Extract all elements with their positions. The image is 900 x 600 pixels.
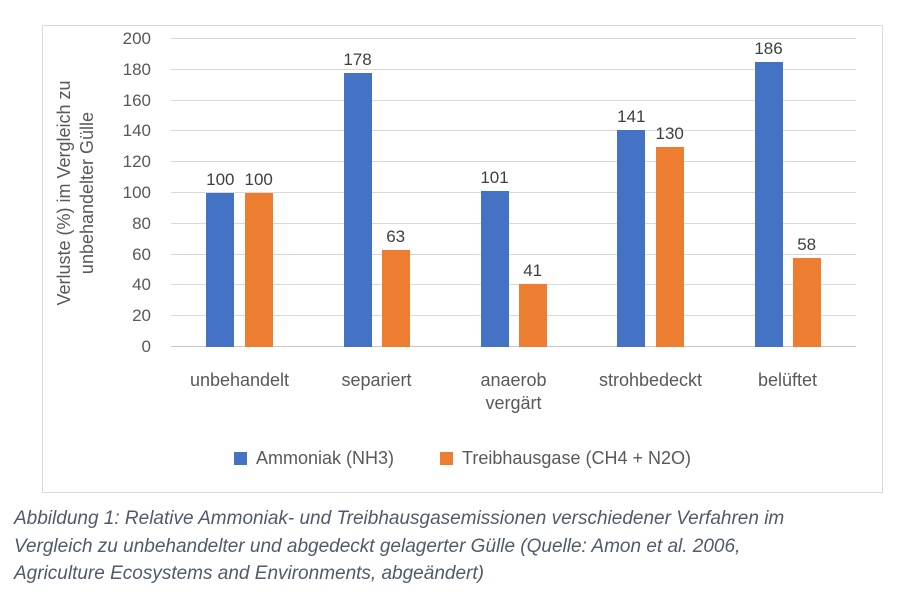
legend-label: Ammoniak (NH3) bbox=[256, 448, 395, 468]
gridline bbox=[171, 315, 856, 317]
gridline bbox=[171, 253, 856, 255]
x-axis-line bbox=[171, 346, 856, 347]
legend: Ammoniak (NH3) Treibhausgase (CH4 + N2O) bbox=[43, 448, 882, 469]
chart-frame: Verluste (%) im Vergleich zu unbehandelt… bbox=[42, 25, 883, 493]
x-category-label: unbehandelt bbox=[189, 370, 290, 390]
bar-unit: 101 bbox=[480, 39, 509, 347]
bar-unit: 141 bbox=[617, 39, 646, 347]
bar-group-belüftet: 186 58 bbox=[719, 39, 856, 347]
legend-swatch-icon bbox=[234, 452, 248, 465]
bar-value-label: 100 bbox=[244, 170, 273, 189]
x-category-label: anaerob vergärt bbox=[480, 370, 547, 414]
bar-unit: 41 bbox=[518, 39, 547, 347]
bar-Ammoniak-(NH3) bbox=[754, 62, 783, 347]
plot-area: 100 100 178 63 101 41 141 130 186 58 bbox=[171, 38, 856, 347]
bar-unit: 100 bbox=[206, 39, 235, 347]
gridline bbox=[171, 161, 856, 163]
bar-value-label: 186 bbox=[754, 39, 783, 58]
y-axis-ticks: 0 20 40 60 80 100 120 140 160 180 200 bbox=[43, 29, 159, 356]
y-tick-label: 160 bbox=[122, 90, 151, 110]
gridline bbox=[171, 130, 856, 132]
bar-value-label: 100 bbox=[206, 170, 235, 189]
bar-groups: 100 100 178 63 101 41 141 130 186 58 bbox=[171, 39, 856, 347]
bar-unit: 63 bbox=[381, 39, 410, 347]
gridline bbox=[171, 68, 856, 70]
bar-Ammoniak-(NH3) bbox=[206, 193, 235, 347]
bar-Ammoniak-(NH3) bbox=[617, 129, 646, 347]
bar-unit: 130 bbox=[656, 39, 684, 347]
y-tick-label: 120 bbox=[122, 152, 151, 172]
y-tick-label: 140 bbox=[122, 121, 151, 141]
y-tick-label: 60 bbox=[132, 244, 151, 264]
bar-Treibhausgase-(CH4-+-N2O) bbox=[792, 257, 821, 347]
gridline bbox=[171, 222, 856, 224]
figure-caption: Abbildung 1: Relative Ammoniak- und Trei… bbox=[14, 508, 785, 585]
bar-group-unbehandelt: 100 100 bbox=[171, 39, 308, 347]
bar-value-label: 63 bbox=[386, 226, 406, 246]
gridline bbox=[171, 192, 856, 193]
bar-value-label: 41 bbox=[523, 260, 543, 280]
bar-Treibhausgase-(CH4-+-N2O) bbox=[244, 193, 273, 347]
bar-Treibhausgase-(CH4-+-N2O) bbox=[655, 146, 684, 347]
y-tick-label: 0 bbox=[141, 337, 151, 356]
bar-group-anaerob-vergärt: 101 41 bbox=[445, 39, 582, 347]
x-category-label: separiert bbox=[341, 370, 412, 390]
bar-unit: 178 bbox=[343, 39, 372, 347]
bar-group-separiert: 178 63 bbox=[308, 39, 445, 347]
bar-Ammoniak-(NH3) bbox=[343, 72, 372, 347]
gridline bbox=[171, 284, 856, 286]
bar-Treibhausgase-(CH4-+-N2O) bbox=[518, 283, 547, 347]
legend-swatch-icon bbox=[440, 452, 454, 465]
legend-label: Treibhausgase (CH4 + N2O) bbox=[462, 448, 691, 468]
bar-unit: 58 bbox=[792, 39, 821, 347]
y-tick-label: 40 bbox=[132, 275, 151, 295]
bar-group-strohbedeckt: 141 130 bbox=[582, 39, 719, 347]
y-tick-label: 20 bbox=[132, 306, 151, 326]
bar-value-label: 130 bbox=[655, 123, 684, 143]
legend-item: Ammoniak (NH3) bbox=[234, 448, 394, 469]
bar-value-label: 141 bbox=[617, 106, 646, 126]
bar-unit: 186 bbox=[754, 39, 783, 347]
gridline bbox=[171, 38, 856, 39]
y-tick-label: 100 bbox=[122, 183, 151, 202]
bar-value-label: 178 bbox=[343, 49, 372, 69]
x-category-label: strohbedeckt bbox=[598, 370, 703, 390]
y-tick-label: 200 bbox=[122, 29, 151, 48]
x-category-label: belüftet bbox=[757, 370, 818, 390]
bar-Ammoniak-(NH3) bbox=[480, 191, 509, 347]
y-tick-label: 180 bbox=[122, 59, 151, 79]
bar-Treibhausgase-(CH4-+-N2O) bbox=[381, 249, 410, 347]
gridline bbox=[171, 99, 856, 101]
bar-unit: 100 bbox=[245, 39, 273, 347]
legend-item: Treibhausgase (CH4 + N2O) bbox=[440, 448, 691, 469]
y-tick-label: 80 bbox=[132, 213, 151, 233]
bar-value-label: 58 bbox=[797, 234, 817, 254]
x-axis-labels: unbehandelt separiert anaerob vergärt stroh… bbox=[171, 369, 856, 416]
bar-value-label: 101 bbox=[480, 168, 509, 188]
